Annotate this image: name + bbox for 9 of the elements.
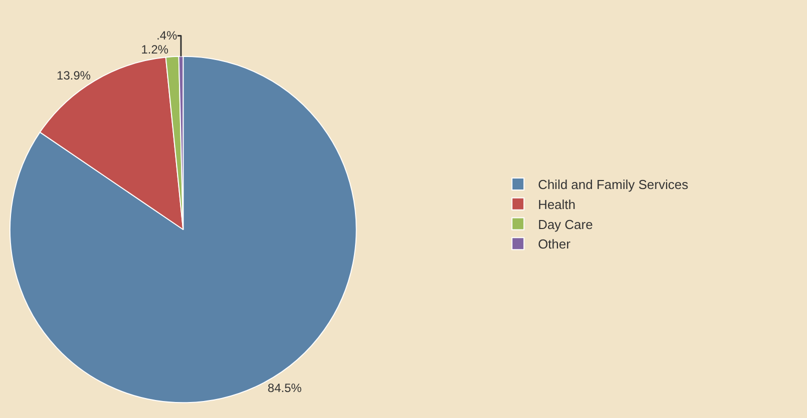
data-label: 13.9%	[56, 68, 92, 83]
legend-label: Day Care	[538, 216, 593, 232]
data-label: 84.5%	[268, 381, 302, 395]
data-label: .4%	[156, 28, 178, 43]
data-label: 1.2%	[141, 42, 169, 57]
legend-label: Health	[538, 196, 576, 212]
legend-label: Child and Family Services	[538, 177, 689, 192]
legend-label: Other	[538, 236, 572, 252]
pie-slice	[10, 56, 357, 404]
